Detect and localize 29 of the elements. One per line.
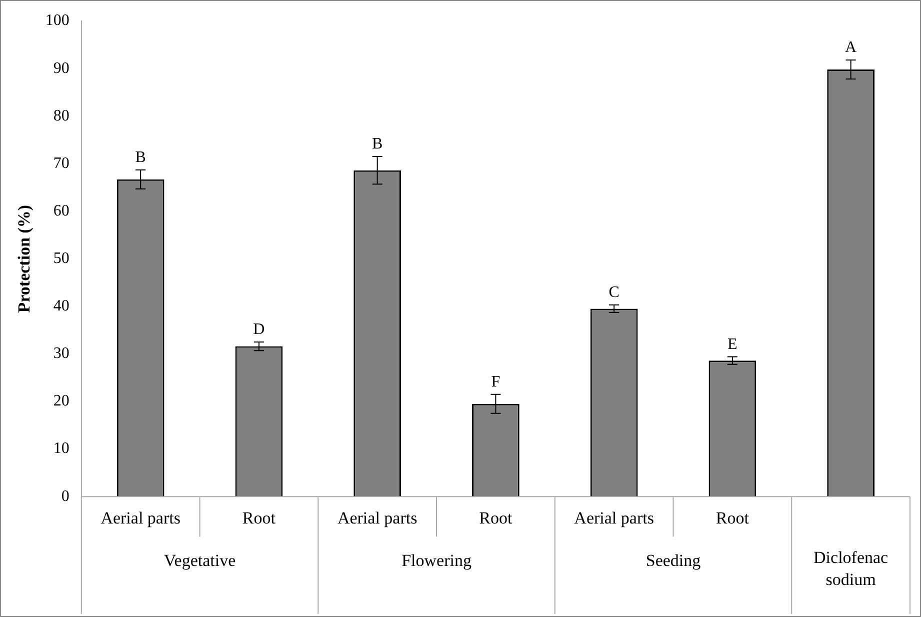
data-label: D (253, 321, 265, 338)
x-tick-label: Aerial parts (574, 508, 654, 528)
x-tick-label: Root (716, 508, 750, 528)
x-tick-label: Root (242, 508, 276, 528)
data-label: E (728, 336, 738, 353)
data-label: B (135, 149, 146, 166)
text: Seeding (646, 551, 702, 570)
y-tick-label: 50 (53, 250, 70, 268)
y-tick-label: 70 (53, 154, 70, 172)
y-tick-label: 100 (45, 12, 70, 30)
y-tick-label: 10 (53, 440, 70, 458)
x-tick-label: Aerial parts (337, 508, 418, 528)
y-tick-label: 30 (53, 345, 70, 362)
x-tick-label: Root (479, 508, 513, 528)
text: Vegetative (164, 551, 236, 570)
data-label: B (372, 136, 383, 153)
y-tick-label: 60 (53, 202, 70, 220)
y-tick-label: 20 (53, 392, 70, 410)
data-label: F (491, 374, 500, 391)
y-tick-label: 90 (53, 60, 70, 77)
text: Diclofenac sodium (814, 548, 889, 590)
text: Flowering (402, 551, 472, 570)
y-axis-title: Protection (%) (14, 204, 34, 313)
y-tick-label: 40 (53, 298, 70, 315)
y-tick-label: 0 (61, 488, 70, 505)
x-tick-label: Aerial parts (100, 508, 180, 528)
data-label: C (608, 284, 620, 302)
data-label: A (845, 39, 858, 56)
y-tick-label: 80 (53, 107, 70, 124)
